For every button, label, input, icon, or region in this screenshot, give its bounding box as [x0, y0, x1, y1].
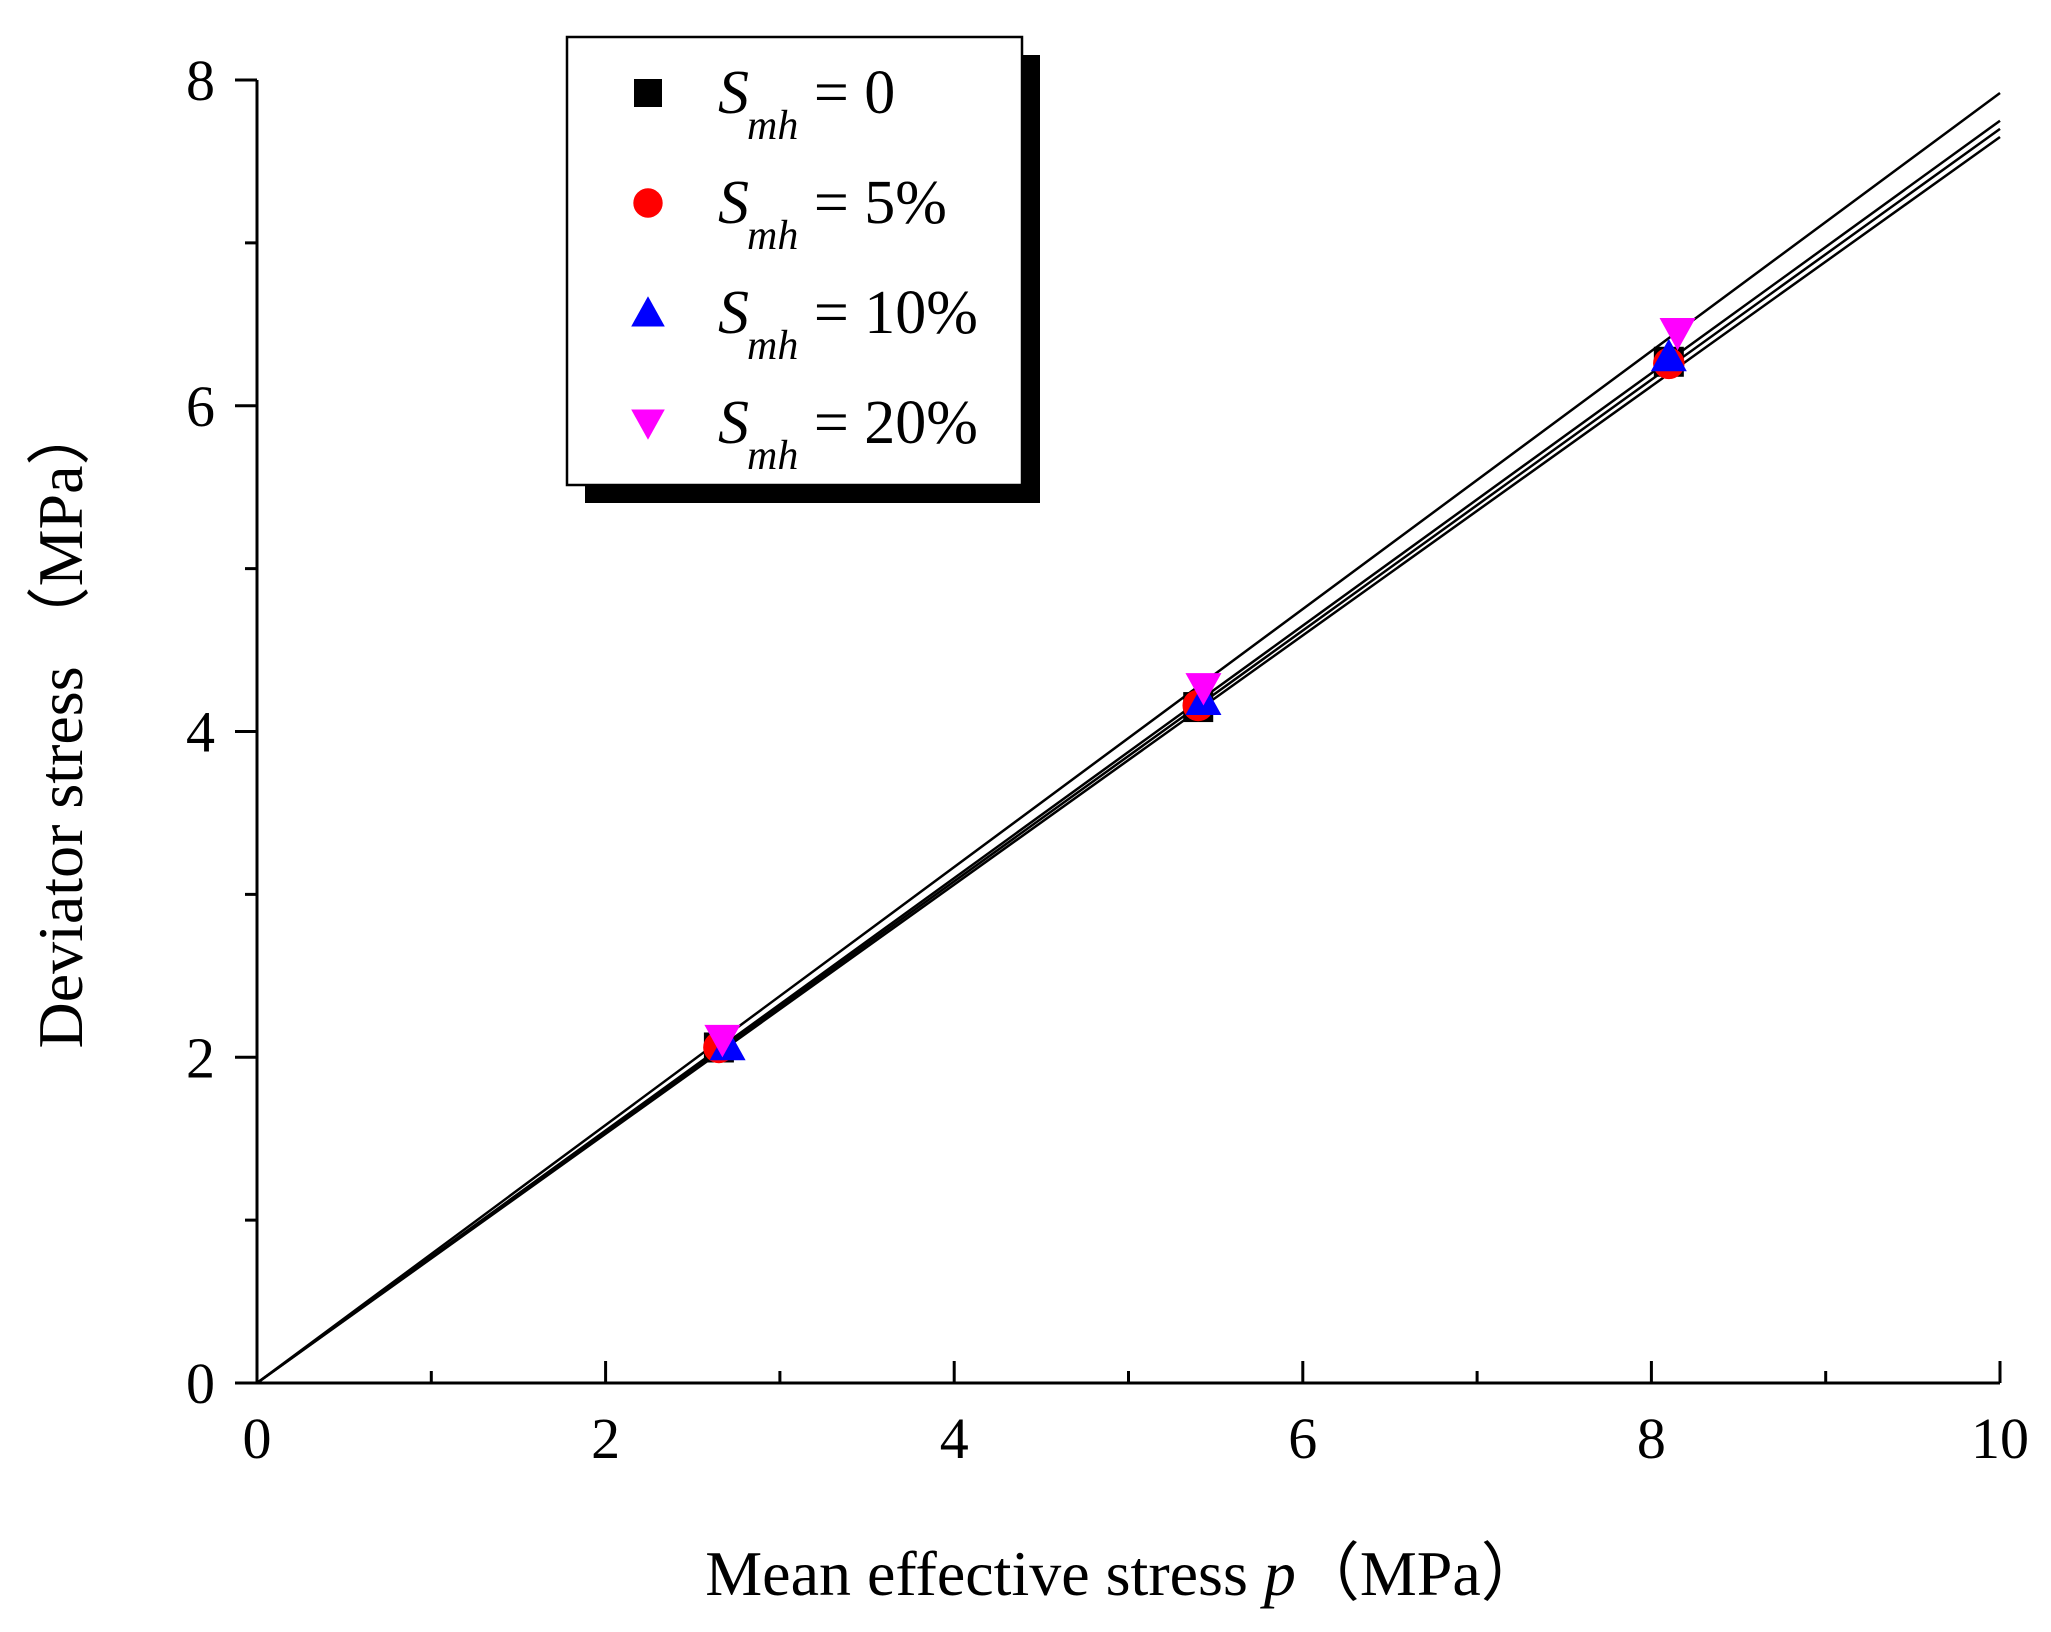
- y-tick-label: 2: [186, 1025, 215, 1090]
- x-tick-label: 2: [591, 1406, 620, 1471]
- y-tick-label: 0: [186, 1351, 215, 1416]
- legend-marker-3: [631, 409, 665, 440]
- y-axis-title: Deviator stress （MPa）: [25, 401, 96, 1048]
- axis-labels: Mean effective stress p（MPa） Deviator st…: [25, 401, 1545, 1609]
- fit-line-1: [256, 135, 2001, 1385]
- data-point-series-2: [1650, 338, 1687, 372]
- legend-label-3: Smh = 20%: [718, 389, 978, 479]
- legend-subscript: mh: [747, 433, 798, 479]
- y-axis-unit: （MPa）: [25, 401, 96, 650]
- legend-value: = 20%: [798, 389, 978, 457]
- legend-marker-0: [634, 79, 662, 107]
- legend-marker-2: [631, 296, 665, 327]
- fit-line-2: [256, 119, 2001, 1385]
- data-point-series-3: [1185, 673, 1222, 706]
- y-axis-title-text: Deviator stress: [25, 666, 96, 1048]
- legend-label-1: Smh = 5%: [718, 169, 947, 259]
- x-tick-label: 8: [1637, 1406, 1666, 1471]
- legend-label-2: Smh = 10%: [718, 279, 978, 369]
- legend-subscript: mh: [747, 213, 798, 259]
- data-point-series-3: [1659, 318, 1696, 351]
- x-axis-unit: （MPa）: [1296, 1538, 1545, 1609]
- x-tick-label: 6: [1288, 1406, 1317, 1471]
- fit-line-3: [256, 92, 2001, 1385]
- legend-var: S: [718, 389, 749, 457]
- x-tick-label: 4: [940, 1406, 969, 1471]
- markers: [703, 318, 1696, 1064]
- x-tick-label: 10: [1971, 1406, 2029, 1471]
- data-point-series-3: [704, 1024, 741, 1058]
- x-tick-label: 0: [243, 1406, 272, 1471]
- legend-value: = 0: [798, 59, 895, 127]
- legend-var: S: [718, 279, 749, 347]
- y-tick-label: 4: [186, 700, 215, 765]
- legend-subscript: mh: [747, 323, 798, 369]
- x-axis-symbol: p: [1260, 1538, 1296, 1609]
- legend-label-0: Smh = 0: [718, 59, 895, 149]
- legend-marker-1: [633, 188, 663, 218]
- y-tick-label: 6: [186, 374, 215, 439]
- legend-value: = 5%: [798, 169, 947, 237]
- x-axis-title: Mean effective stress p（MPa）: [705, 1538, 1545, 1609]
- axes: 0 2 4 6 8 10 0 2 4 6 8: [186, 48, 2029, 1471]
- y-tick-label: 8: [186, 48, 215, 113]
- legend-subscript: mh: [747, 103, 798, 149]
- legend-value: = 10%: [798, 279, 978, 347]
- fit-lines: [256, 92, 2001, 1385]
- legend-var: S: [718, 59, 749, 127]
- legend-var: S: [718, 169, 749, 237]
- x-axis-title-text: Mean effective stress: [705, 1538, 1248, 1609]
